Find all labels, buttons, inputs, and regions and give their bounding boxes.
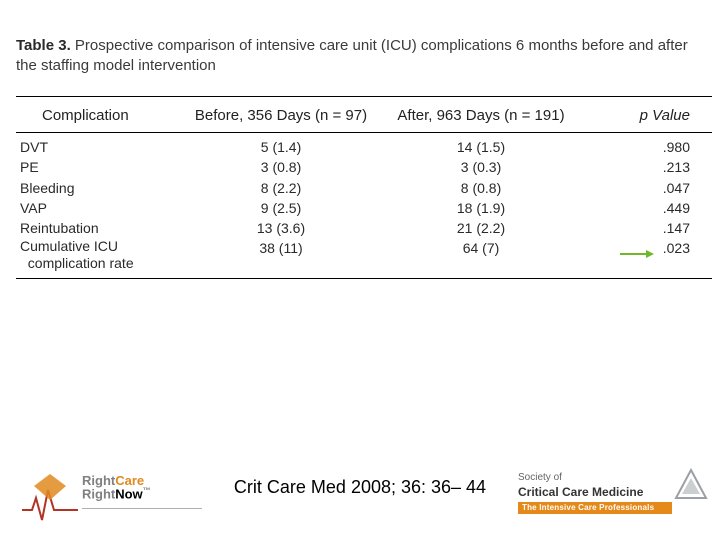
logo-left-text: RightCare RightNow™: [82, 474, 151, 500]
table-row: Cumulative ICU complication rate38 (11)6…: [16, 238, 712, 272]
sccm-logo: Society of Critical Care Medicine The In…: [518, 468, 708, 528]
slide: Table 3. Prospective comparison of inten…: [0, 0, 720, 540]
col-header-before: Before, 356 Days (n = 97): [186, 107, 376, 124]
table-rule-bottom: [16, 278, 712, 279]
cell-pvalue: .449: [586, 198, 696, 218]
cell-complication: Bleeding: [16, 178, 186, 198]
col-header-after: After, 963 Days (n = 191): [376, 107, 586, 124]
cell-before: 38 (11): [186, 238, 376, 258]
cell-complication: Reintubation: [16, 218, 186, 238]
cell-before: 9 (2.5): [186, 198, 376, 218]
highlight-arrow-icon: [620, 244, 654, 254]
footer: RightCare RightNow™ Society of Critical …: [0, 464, 720, 534]
cell-complication: PE: [16, 157, 186, 177]
cell-pvalue: .980: [586, 137, 696, 157]
logo-right-tagline: The Intensive Care Professionals: [518, 502, 672, 514]
cell-after: 8 (0.8): [376, 178, 586, 198]
table-header-row: Complication Before, 356 Days (n = 97) A…: [16, 97, 712, 132]
right-care-right-now-logo: RightCare RightNow™: [20, 468, 220, 530]
logo-left-rule: [82, 508, 202, 509]
cell-before: 13 (3.6): [186, 218, 376, 238]
cell-after: 21 (2.2): [376, 218, 586, 238]
table-row: PE3 (0.8)3 (0.3).213: [16, 157, 712, 177]
col-header-pvalue: p Value: [586, 107, 696, 124]
cell-before: 5 (1.4): [186, 137, 376, 157]
table-caption-text: Prospective comparison of intensive care…: [16, 37, 688, 74]
col-header-complication: Complication: [16, 107, 186, 124]
cell-before: 8 (2.2): [186, 178, 376, 198]
table-row: Reintubation13 (3.6)21 (2.2).147: [16, 218, 712, 238]
cell-pvalue: .213: [586, 157, 696, 177]
table-row: DVT5 (1.4)14 (1.5).980: [16, 137, 712, 157]
cell-after: 14 (1.5): [376, 137, 586, 157]
cell-after: 64 (7): [376, 238, 586, 258]
logo-left-line2: RightNow™: [82, 487, 151, 500]
logo-right-line2: Critical Care Medicine: [518, 485, 643, 499]
table-row: VAP9 (2.5)18 (1.9).449: [16, 198, 712, 218]
table-body: DVT5 (1.4)14 (1.5).980PE3 (0.8)3 (0.3).2…: [16, 133, 712, 278]
cell-after: 3 (0.3): [376, 157, 586, 177]
triangle-icon: [674, 468, 708, 502]
cell-complication: DVT: [16, 137, 186, 157]
ekg-heart-icon: [20, 468, 80, 528]
cell-pvalue: .147: [586, 218, 696, 238]
table-caption: Table 3. Prospective comparison of inten…: [16, 36, 712, 77]
cell-pvalue: .047: [586, 178, 696, 198]
cell-complication: VAP: [16, 198, 186, 218]
table: Complication Before, 356 Days (n = 97) A…: [16, 96, 712, 279]
logo-right-text: Society of Critical Care Medicine The In…: [518, 468, 672, 514]
cell-after: 18 (1.9): [376, 198, 586, 218]
cell-complication: Cumulative ICU complication rate: [16, 238, 186, 272]
table-caption-lead: Table 3.: [16, 37, 71, 54]
logo-right-line1: Society of: [518, 472, 562, 483]
table-row: Bleeding8 (2.2)8 (0.8).047: [16, 178, 712, 198]
cell-before: 3 (0.8): [186, 157, 376, 177]
cell-pvalue: .023: [586, 238, 696, 258]
